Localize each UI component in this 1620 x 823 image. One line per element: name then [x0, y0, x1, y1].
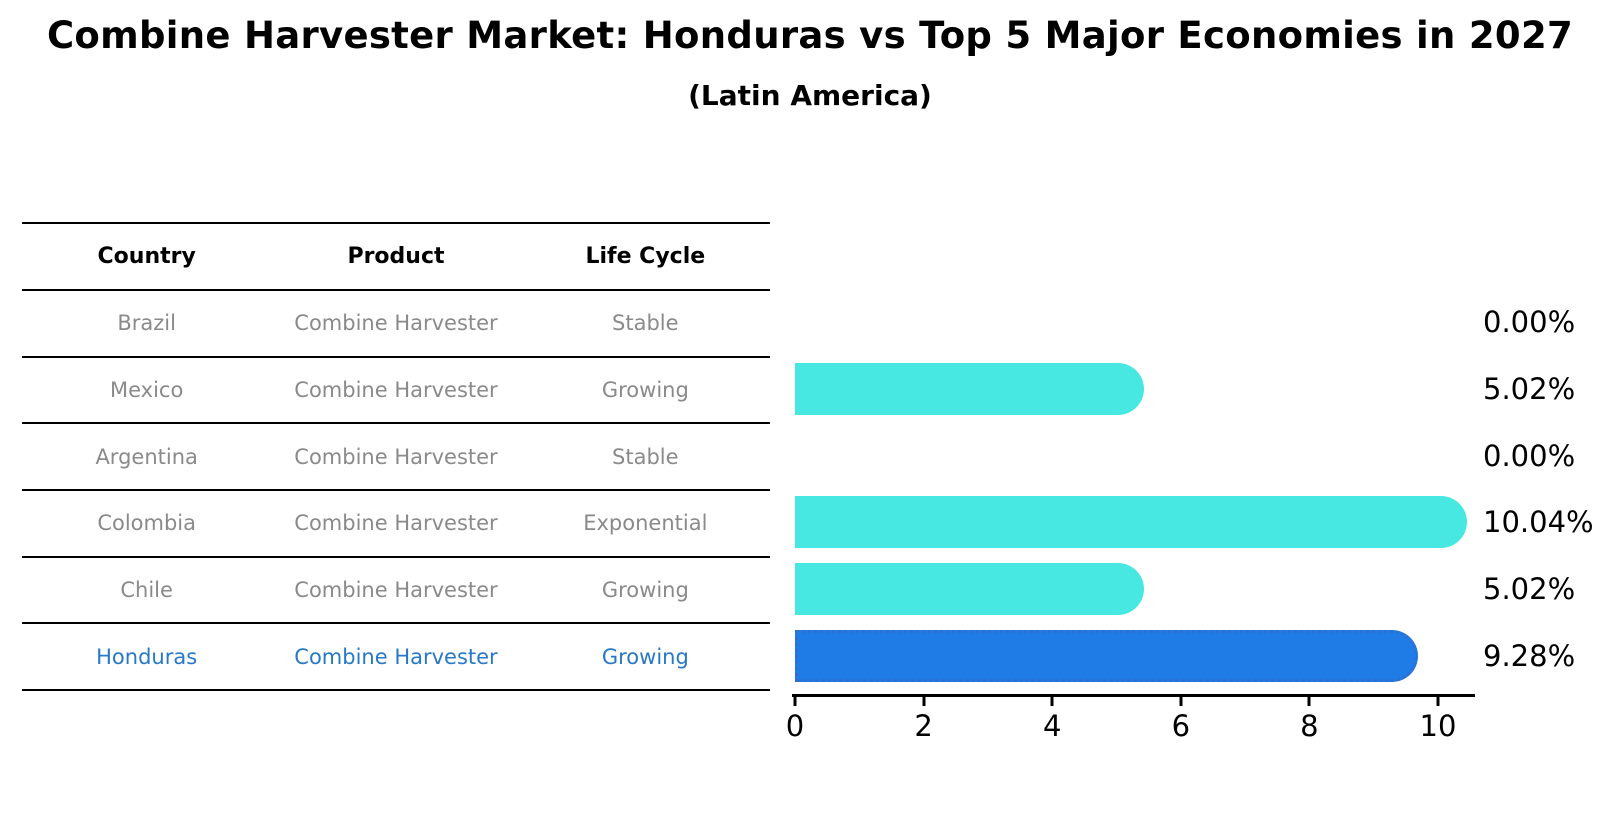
- table-cell-product: Combine Harvester: [294, 644, 498, 669]
- x-axis-tick-label: 6: [1171, 709, 1191, 743]
- bar-chile: [795, 563, 1144, 616]
- table-row-argentina: Argentina Combine Harvester Stable: [22, 424, 770, 492]
- x-axis-tick: [793, 697, 797, 706]
- value-label-mexico: 5.02%: [1483, 372, 1576, 406]
- table-cell-country: Chile: [120, 578, 173, 603]
- value-label-argentina: 0.00%: [1483, 438, 1576, 473]
- table-cell-product: Combine Harvester: [294, 311, 498, 336]
- x-axis-tick: [1307, 697, 1311, 706]
- table-cell-life-cycle: Stable: [612, 444, 679, 469]
- table-row-chile: Chile Combine Harvester Growing: [22, 558, 770, 625]
- table-cell-life-cycle: Exponential: [583, 511, 708, 536]
- table-cell-country: Brazil: [117, 311, 176, 336]
- x-axis-tick-label: 8: [1300, 709, 1319, 743]
- value-label-brazil: 0.00%: [1483, 305, 1576, 340]
- table-cell-life-cycle: Stable: [612, 311, 679, 336]
- table-body: Brazil Combine Harvester Stable Mexico Combi…: [22, 291, 770, 692]
- table-row-honduras: Honduras Combine Harvester Growing: [22, 624, 770, 692]
- chart-title: Combine Harvester Market: Honduras vs To…: [46, 14, 1574, 57]
- table-header-row: Country Product Life Cycle: [22, 224, 770, 291]
- chart-subtitle: (Latin America): [688, 79, 932, 112]
- value-label-chile: 5.02%: [1483, 572, 1576, 607]
- table-cell-life-cycle: Growing: [601, 378, 689, 403]
- column-header-life-cycle: Life Cycle: [585, 244, 706, 269]
- table-row-colombia: Colombia Combine Harvester Exponential: [22, 491, 770, 558]
- x-axis-line: [792, 694, 1475, 697]
- x-axis-tick-label: 10: [1419, 709, 1457, 743]
- column-header-product: Product: [347, 244, 445, 269]
- table-row-mexico: Mexico Combine Harvester Growing: [22, 358, 770, 425]
- table-cell-product: Combine Harvester: [294, 511, 498, 536]
- table-cell-country: Mexico: [110, 378, 184, 403]
- table-cell-life-cycle: Growing: [601, 644, 689, 669]
- x-axis-tick: [922, 697, 926, 706]
- table-cell-product: Combine Harvester: [294, 444, 498, 469]
- bar-honduras: [795, 629, 1418, 682]
- x-axis-tick-label: 4: [1042, 709, 1062, 743]
- data-table: Country Product Life Cycle Brazil Combine H…: [22, 222, 770, 692]
- table-cell-country: Argentina: [95, 444, 198, 469]
- table-cell-product: Combine Harvester: [294, 378, 498, 403]
- x-axis-tick-label: 2: [914, 709, 933, 743]
- x-axis-tick: [1050, 697, 1054, 706]
- bar-colombia: [795, 496, 1467, 549]
- x-axis-tick: [1436, 697, 1440, 706]
- table-cell-country: Colombia: [97, 511, 196, 536]
- x-axis-tick-label: 0: [785, 709, 805, 743]
- table-cell-product: Combine Harvester: [294, 578, 498, 603]
- table-row-brazil: Brazil Combine Harvester Stable: [22, 291, 770, 358]
- column-header-country: Country: [97, 244, 196, 269]
- table-cell-country: Honduras: [96, 644, 198, 669]
- x-axis-tick: [1179, 697, 1183, 706]
- value-label-colombia: 10.04%: [1483, 505, 1594, 540]
- table-cell-life-cycle: Growing: [601, 578, 689, 603]
- bar-mexico: [795, 363, 1144, 415]
- value-label-honduras: 9.28%: [1483, 638, 1576, 673]
